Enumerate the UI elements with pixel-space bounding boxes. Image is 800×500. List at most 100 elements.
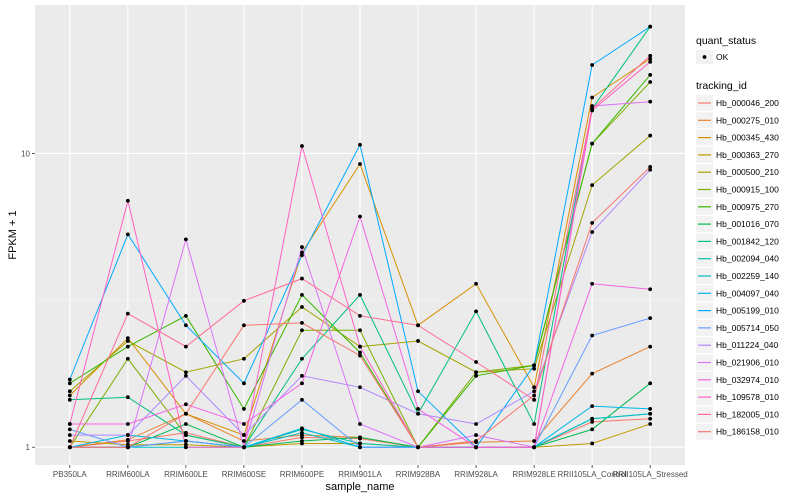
data-point-Hb_000500_210-RRII105LA_Stressed bbox=[648, 133, 653, 138]
data-point-Hb_000975_270-RRIM600LA bbox=[125, 344, 130, 349]
data-point-Hb_011224_040-RRII105LA_Stressed bbox=[648, 167, 653, 172]
data-point-Hb_000975_270-RRIM928LA bbox=[474, 373, 478, 378]
x-tick-label: RRII105LA_Stressed bbox=[613, 470, 688, 479]
data-point-Hb_000915_100-RRIM600PE bbox=[300, 328, 304, 333]
data-point-Hb_005714_050-PB350LA bbox=[67, 427, 72, 432]
data-point-Hb_021906_010-RRIM901LA bbox=[358, 422, 362, 426]
data-point-Hb_021906_010-RRIM600PE bbox=[300, 245, 304, 249]
data-point-Hb_005199_010-RRIM901LA bbox=[358, 142, 362, 147]
legend-label-ok: OK bbox=[716, 52, 729, 62]
legend-label: Hb_182005_010 bbox=[716, 409, 779, 419]
data-point-Hb_000363_270-RRII105LA_Control bbox=[590, 441, 595, 446]
legend-label: Hb_000975_270 bbox=[716, 202, 779, 212]
data-point-Hb_000275_010-RRIM928LE bbox=[532, 439, 537, 443]
data-point-Hb_182005_010-RRIM928BA bbox=[416, 323, 420, 328]
data-point-Hb_000500_210-RRIM928LE bbox=[532, 366, 537, 371]
data-point-Hb_005714_050-RRIM600LE bbox=[183, 439, 188, 443]
data-point-Hb_000345_430-RRIM600LA bbox=[125, 336, 130, 341]
legend-label: Hb_000275_010 bbox=[716, 115, 779, 125]
y-tick-label: 10 bbox=[21, 149, 30, 158]
data-point-Hb_000975_270-RRII105LA_Stressed bbox=[648, 73, 653, 77]
data-point-Hb_000345_430-RRII105LA_Control bbox=[590, 95, 595, 100]
data-point-Hb_005199_010-RRII105LA_Control bbox=[590, 63, 595, 67]
data-point-Hb_004097_040-RRIM600PE bbox=[300, 426, 304, 431]
data-point-Hb_000975_270-RRII105LA_Control bbox=[590, 141, 595, 146]
data-point-Hb_001842_120-PB350LA bbox=[67, 397, 72, 402]
data-point-Hb_011224_040-RRII105LA_Control bbox=[590, 230, 595, 234]
legend-title-tracking-id: tracking_id bbox=[696, 80, 747, 92]
data-point-Hb_000915_100-RRIM928LA bbox=[474, 370, 478, 375]
data-point-Hb_000500_210-RRIM928BA bbox=[416, 339, 420, 343]
data-point-Hb_032974_010-RRII105LA_Control bbox=[590, 281, 595, 286]
data-point-Hb_005199_010-RRIM928LE bbox=[532, 363, 537, 368]
data-point-Hb_186158_010-RRIM928BA bbox=[416, 445, 420, 450]
data-point-Hb_186158_010-RRII105LA_Stressed bbox=[648, 164, 653, 169]
data-point-Hb_182005_010-RRIM600SE bbox=[242, 298, 246, 303]
x-tick-label: RRIM928LE bbox=[512, 470, 556, 479]
data-point-Hb_000915_100-RRII105LA_Stressed bbox=[648, 80, 653, 84]
data-point-Hb_000345_430-RRIM901LA bbox=[358, 162, 362, 166]
data-point-Hb_000275_010-RRII105LA_Control bbox=[590, 371, 595, 376]
data-point-Hb_000975_270-PB350LA bbox=[67, 381, 72, 386]
y-tick-label: 1 bbox=[26, 443, 31, 452]
y-axis: 1 10 bbox=[21, 149, 35, 452]
data-point-Hb_000975_270-RRIM901LA bbox=[358, 350, 362, 355]
legend-label: Hb_186158_010 bbox=[716, 427, 779, 437]
data-point-Hb_002259_140-RRIM600PE bbox=[300, 430, 304, 435]
data-point-Hb_109578_010-PB350LA bbox=[67, 422, 72, 426]
legend-label: Hb_001842_120 bbox=[716, 236, 779, 246]
data-point-Hb_004097_040-RRII105LA_Control bbox=[590, 404, 595, 409]
data-point-Hb_001842_120-RRIM600LE bbox=[183, 433, 188, 437]
data-point-Hb_001842_120-RRIM600LA bbox=[125, 395, 130, 400]
x-tick-label: RRIM901LA bbox=[338, 470, 382, 479]
data-point-Hb_005199_010-RRII105LA_Stressed bbox=[648, 24, 653, 29]
legend-label: Hb_002259_140 bbox=[716, 271, 779, 281]
legend-title-quant-status: quant_status bbox=[696, 35, 756, 47]
x-tick-label: RRIM600SE bbox=[222, 470, 266, 479]
data-point-Hb_011224_040-RRIM901LA bbox=[358, 385, 362, 390]
x-tick-label: RRIM600PE bbox=[280, 470, 324, 479]
legend-label: Hb_000363_270 bbox=[716, 150, 779, 160]
data-point-Hb_186158_010-RRIM600LA bbox=[125, 445, 130, 450]
data-point-Hb_000975_270-RRIM600LE bbox=[183, 313, 188, 318]
data-point-Hb_001842_120-RRIM600PE bbox=[300, 356, 304, 361]
data-point-Hb_186158_010-RRIM928LA bbox=[474, 439, 478, 443]
data-point-Hb_109578_010-RRIM600LA bbox=[125, 198, 130, 203]
data-point-Hb_109578_010-RRIM928LA bbox=[474, 445, 478, 450]
data-point-Hb_011224_040-RRIM928BA bbox=[416, 411, 420, 416]
data-point-Hb_000500_210-RRIM600LA bbox=[125, 339, 130, 343]
legend-point-ok bbox=[702, 55, 707, 59]
data-point-Hb_000046_200-RRII105LA_Stressed bbox=[648, 416, 653, 421]
data-point-Hb_011224_040-RRIM928LA bbox=[474, 422, 478, 426]
data-point-Hb_182005_010-RRII105LA_Stressed bbox=[648, 53, 653, 58]
data-point-Hb_182005_010-RRIM928LE bbox=[532, 397, 537, 402]
data-point-Hb_109578_010-RRII105LA_Stressed bbox=[648, 59, 653, 64]
data-point-Hb_186158_010-RRIM600PE bbox=[300, 320, 304, 325]
data-point-Hb_005199_010-RRIM600PE bbox=[300, 253, 304, 258]
data-point-Hb_021906_010-RRII105LA_Stressed bbox=[648, 99, 653, 104]
data-point-Hb_004097_040-RRII105LA_Stressed bbox=[648, 407, 653, 411]
data-point-Hb_182005_010-RRIM928LA bbox=[474, 360, 478, 364]
data-point-Hb_005199_010-RRIM600LA bbox=[125, 232, 130, 237]
data-point-Hb_011224_040-RRIM600LE bbox=[183, 373, 188, 378]
legend-label: Hb_000500_210 bbox=[716, 167, 779, 177]
legend-items: Hb_000046_200 Hb_000275_010 Hb_000345_430 H… bbox=[696, 95, 779, 440]
data-point-Hb_000500_210-RRIM600PE bbox=[300, 305, 304, 309]
data-point-Hb_001016_070-RRIM600LE bbox=[183, 422, 188, 426]
data-point-Hb_000345_430-RRIM928LA bbox=[474, 281, 478, 286]
data-point-Hb_005199_010-RRIM600LE bbox=[183, 323, 188, 328]
data-point-Hb_000345_430-PB350LA bbox=[67, 393, 72, 398]
data-point-Hb_000500_210-PB350LA bbox=[67, 389, 72, 394]
y-axis-title: FPKM + 1 bbox=[7, 210, 19, 259]
data-point-Hb_000345_430-RRIM600PE bbox=[300, 250, 304, 255]
data-point-Hb_032974_010-RRIM600LA bbox=[125, 422, 130, 426]
legend-label: Hb_021906_010 bbox=[716, 358, 779, 368]
data-point-Hb_000500_210-RRIM600LE bbox=[183, 370, 188, 375]
legend-label: Hb_005714_050 bbox=[716, 323, 779, 333]
x-tick-label: PB350LA bbox=[53, 470, 87, 479]
data-point-Hb_001016_070-RRII105LA_Control bbox=[590, 427, 595, 432]
legend-label: Hb_000345_430 bbox=[716, 133, 779, 143]
data-point-Hb_000345_430-RRII105LA_Stressed bbox=[648, 56, 653, 61]
data-point-Hb_005199_010-RRIM600SE bbox=[242, 381, 246, 386]
